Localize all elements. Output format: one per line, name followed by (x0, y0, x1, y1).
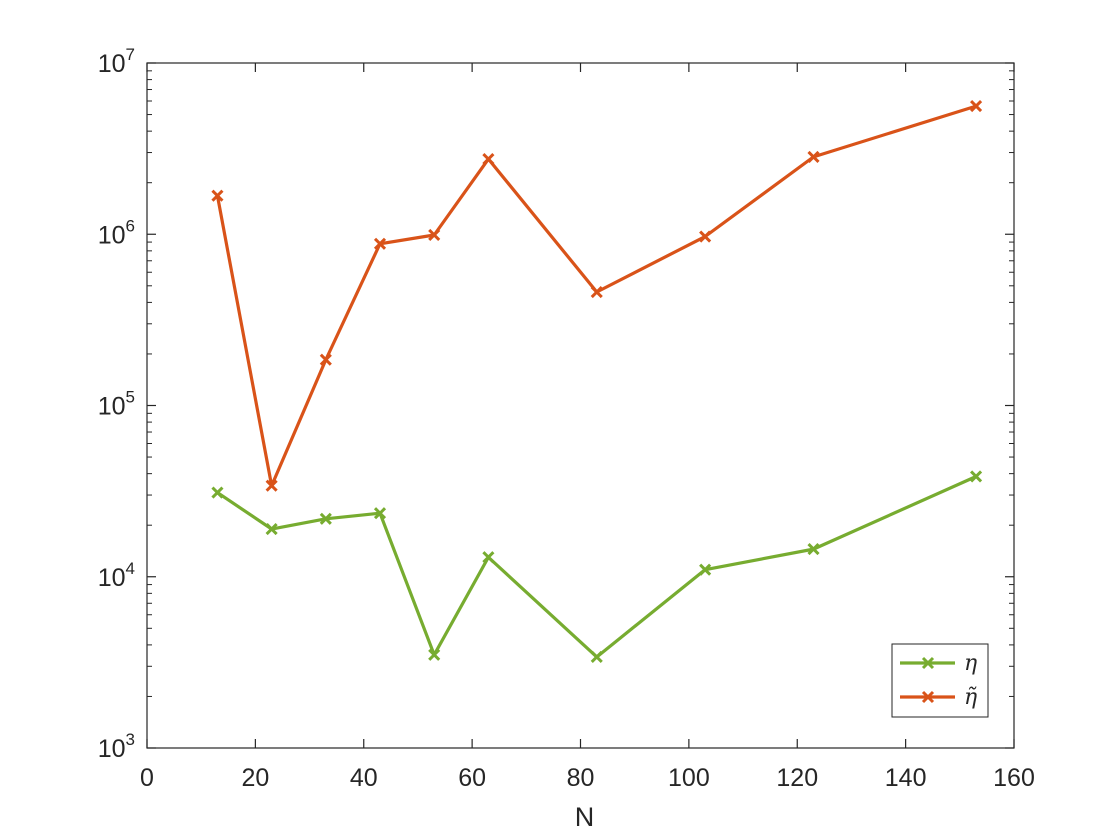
series-layer (211, 100, 983, 664)
data-point (319, 512, 332, 525)
data-point (807, 543, 820, 556)
plot-area (147, 63, 1014, 748)
legend-marker (921, 690, 935, 704)
series-line (215, 104, 977, 488)
x-tick-label: 60 (458, 764, 486, 792)
x-axis-title: N (575, 802, 595, 832)
legend-marker (921, 656, 935, 670)
y-tick-label: 105 (98, 388, 135, 421)
x-tick-label: 160 (993, 764, 1035, 792)
axes: 0 20 40 60 80 100 120 140 160 103 104 105 106 107 N (98, 45, 1035, 832)
x-tick-label: 100 (668, 764, 710, 792)
x-tick-label: 40 (350, 764, 378, 792)
legend-entry-1: η (900, 651, 977, 676)
y-tick-label: 103 (98, 730, 135, 763)
data-point (970, 100, 983, 113)
data-point (699, 230, 712, 243)
data-point (319, 353, 332, 366)
x-tick-label: 0 (140, 764, 154, 792)
data-point (482, 551, 495, 564)
x-tick-label: 80 (567, 764, 595, 792)
data-point (590, 285, 603, 299)
data-point (482, 152, 495, 166)
y-tick-label: 107 (98, 45, 135, 78)
series-1 (211, 470, 983, 664)
y-tick-label: 104 (98, 559, 135, 592)
data-point (373, 507, 387, 520)
y-tick-label: 106 (98, 216, 135, 249)
data-point (211, 189, 224, 202)
legend-label: η̃ (964, 685, 977, 710)
data-point (807, 150, 820, 163)
data-point (428, 648, 441, 661)
legend-box (891, 643, 989, 718)
x-tick-label: 140 (885, 764, 927, 792)
legend: η η̃ (891, 643, 989, 718)
data-point (373, 237, 387, 250)
data-point (265, 479, 278, 492)
plot-background (147, 63, 1014, 748)
legend-entry-2: η̃ (900, 685, 977, 710)
data-point (428, 228, 441, 242)
legend-label: η (964, 651, 977, 676)
data-point (590, 650, 603, 664)
x-tick-label: 120 (776, 764, 818, 792)
data-point (970, 470, 983, 483)
data-point (699, 563, 712, 576)
series-2 (211, 100, 983, 492)
series-line (216, 475, 977, 659)
data-point (265, 522, 278, 536)
x-tick-label: 20 (241, 764, 269, 792)
data-point (211, 486, 224, 499)
